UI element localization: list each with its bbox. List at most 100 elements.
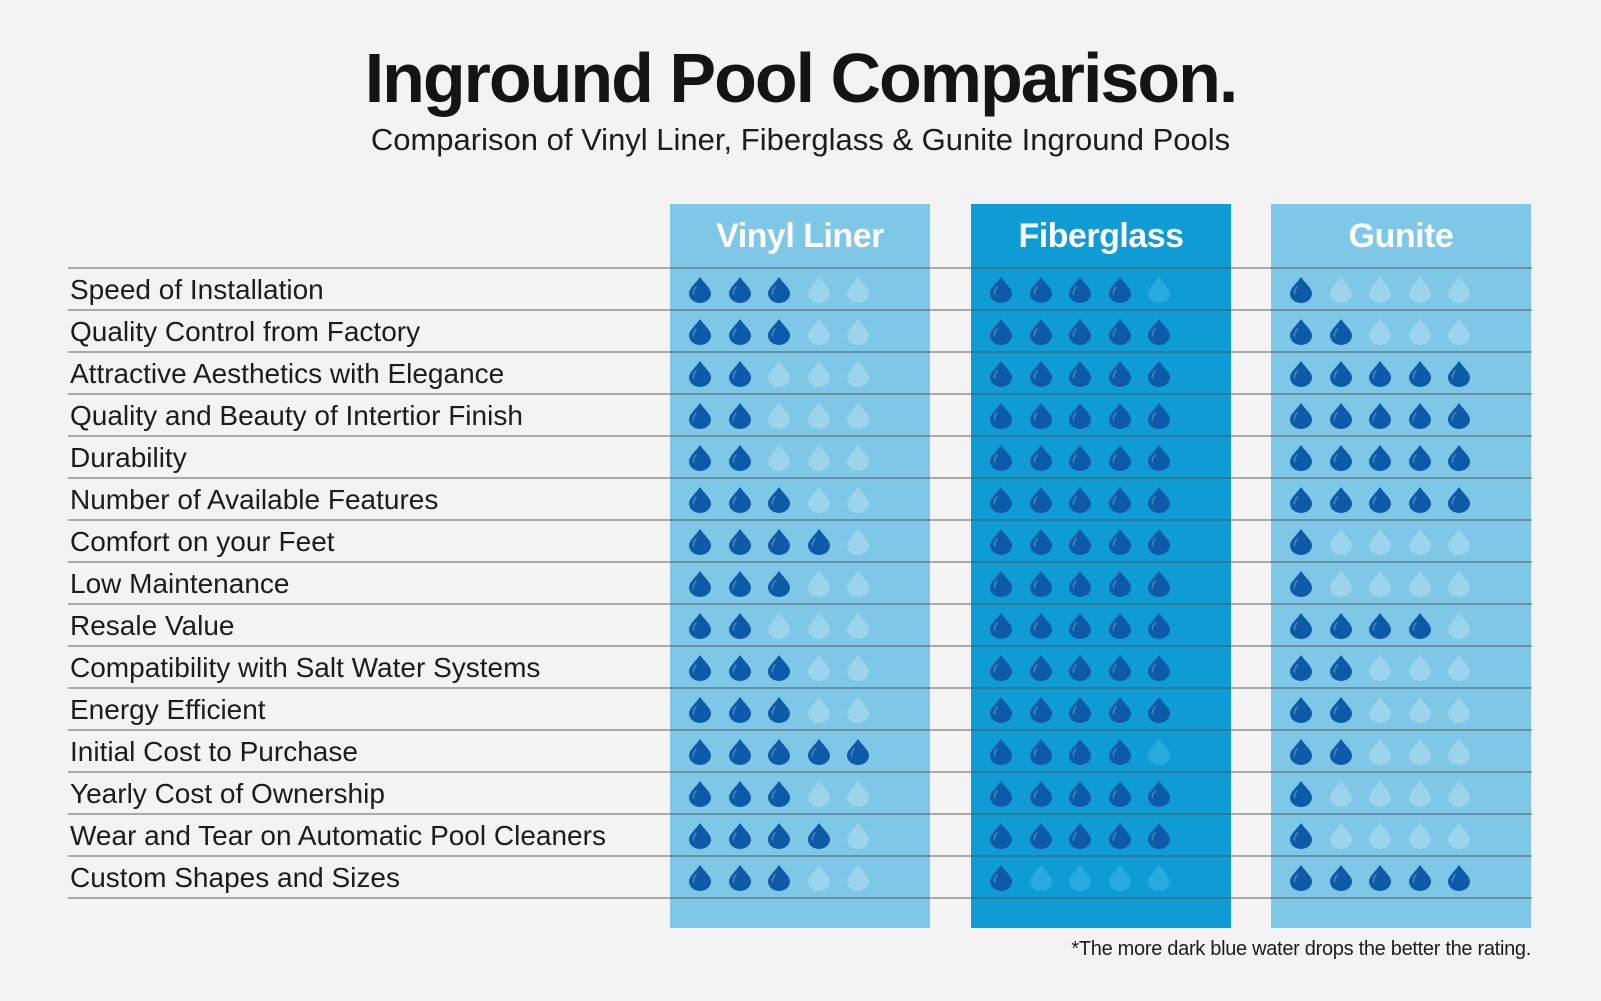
water-drop-empty-icon bbox=[807, 319, 830, 345]
water-drop-filled-icon bbox=[990, 739, 1012, 765]
water-drop-filled-icon bbox=[1329, 865, 1352, 891]
water-drop-filled-icon bbox=[807, 739, 830, 765]
row-label: Energy Efficient bbox=[70, 694, 266, 725]
water-drop-empty-icon bbox=[847, 865, 869, 891]
water-drop-filled-icon bbox=[1290, 865, 1312, 891]
water-drop-filled-icon bbox=[1290, 823, 1312, 849]
water-drop-filled-icon bbox=[1329, 361, 1352, 387]
row-divider bbox=[68, 855, 1532, 857]
water-drop-empty-icon bbox=[768, 403, 790, 429]
water-drop-empty-icon bbox=[1329, 571, 1352, 597]
water-drop-filled-icon bbox=[990, 781, 1012, 807]
water-drop-empty-icon bbox=[1408, 571, 1431, 597]
water-drop-filled-icon bbox=[1108, 655, 1131, 681]
row-label: Number of Available Features bbox=[70, 484, 439, 515]
water-drop-filled-icon bbox=[1369, 487, 1391, 513]
water-drop-empty-icon bbox=[1369, 655, 1391, 681]
water-drop-empty-icon bbox=[807, 361, 830, 387]
water-drop-filled-icon bbox=[1290, 529, 1312, 555]
water-drop-filled-icon bbox=[1290, 739, 1312, 765]
row-label: Durability bbox=[70, 442, 187, 473]
water-drop-filled-icon bbox=[689, 445, 711, 471]
water-drop-filled-icon bbox=[689, 739, 711, 765]
row-label: Compatibility with Salt Water Systems bbox=[70, 652, 541, 683]
water-drop-filled-icon bbox=[1148, 655, 1170, 681]
water-drop-empty-icon bbox=[807, 487, 830, 513]
water-drop-filled-icon bbox=[728, 445, 751, 471]
water-drop-filled-icon bbox=[1448, 865, 1470, 891]
water-drop-filled-icon bbox=[1029, 529, 1052, 555]
water-drop-filled-icon bbox=[1329, 319, 1352, 345]
water-drop-empty-icon bbox=[1408, 277, 1431, 303]
water-drop-filled-icon bbox=[1290, 487, 1312, 513]
water-drop-empty-icon bbox=[768, 445, 790, 471]
water-drop-empty-icon bbox=[807, 781, 830, 807]
water-drop-empty-icon bbox=[847, 529, 869, 555]
water-drop-empty-icon bbox=[1448, 571, 1470, 597]
water-drop-filled-icon bbox=[1290, 571, 1312, 597]
water-drop-filled-icon bbox=[689, 697, 711, 723]
water-drop-empty-icon bbox=[1369, 781, 1391, 807]
row-label: Attractive Aesthetics with Elegance bbox=[70, 358, 505, 389]
water-drop-empty-icon bbox=[1408, 529, 1431, 555]
row-divider bbox=[68, 561, 1532, 563]
water-drop-empty-icon bbox=[847, 613, 869, 639]
row-divider bbox=[68, 897, 1532, 899]
water-drop-filled-icon bbox=[1108, 697, 1131, 723]
water-drop-filled-icon bbox=[1069, 613, 1091, 639]
column-bg-gunite bbox=[1271, 204, 1531, 928]
water-drop-filled-icon bbox=[1329, 697, 1352, 723]
water-drop-filled-icon bbox=[1108, 613, 1131, 639]
water-drop-filled-icon bbox=[1408, 403, 1431, 429]
water-drop-empty-icon bbox=[1448, 697, 1470, 723]
row-divider bbox=[68, 267, 1532, 269]
column-header-vinyl-liner: Vinyl Liner bbox=[716, 217, 884, 255]
water-drop-empty-icon bbox=[847, 781, 869, 807]
water-drop-filled-icon bbox=[1329, 613, 1352, 639]
row-label: Resale Value bbox=[70, 610, 235, 641]
water-drop-empty-icon bbox=[768, 613, 790, 639]
water-drop-filled-icon bbox=[990, 865, 1012, 891]
water-drop-empty-icon bbox=[1148, 739, 1170, 765]
water-drop-filled-icon bbox=[1029, 361, 1052, 387]
water-drop-empty-icon bbox=[1369, 319, 1391, 345]
water-drop-empty-icon bbox=[847, 319, 869, 345]
water-drop-empty-icon bbox=[1369, 823, 1391, 849]
water-drop-filled-icon bbox=[990, 319, 1012, 345]
water-drop-empty-icon bbox=[1329, 781, 1352, 807]
water-drop-filled-icon bbox=[1069, 277, 1091, 303]
water-drop-filled-icon bbox=[768, 277, 790, 303]
water-drop-empty-icon bbox=[847, 571, 869, 597]
column-bg-fiberglass bbox=[971, 204, 1231, 928]
page-subtitle: Comparison of Vinyl Liner, Fiberglass & … bbox=[370, 122, 1231, 157]
water-drop-filled-icon bbox=[768, 697, 790, 723]
water-drop-filled-icon bbox=[990, 277, 1012, 303]
water-drop-empty-icon bbox=[1408, 823, 1431, 849]
water-drop-filled-icon bbox=[1448, 361, 1470, 387]
water-drop-filled-icon bbox=[1108, 529, 1131, 555]
column-header-gunite: Gunite bbox=[1348, 217, 1454, 255]
water-drop-empty-icon bbox=[1448, 529, 1470, 555]
water-drop-filled-icon bbox=[1408, 445, 1431, 471]
water-drop-filled-icon bbox=[1148, 697, 1170, 723]
water-drop-filled-icon bbox=[728, 361, 751, 387]
water-drop-filled-icon bbox=[1029, 445, 1052, 471]
water-drop-filled-icon bbox=[990, 697, 1012, 723]
water-drop-filled-icon bbox=[1069, 445, 1091, 471]
water-drop-empty-icon bbox=[807, 403, 830, 429]
water-drop-filled-icon bbox=[689, 865, 711, 891]
water-drop-filled-icon bbox=[1148, 445, 1170, 471]
water-drop-filled-icon bbox=[1029, 571, 1052, 597]
water-drop-filled-icon bbox=[1148, 781, 1170, 807]
water-drop-filled-icon bbox=[1408, 613, 1431, 639]
water-drop-filled-icon bbox=[1029, 781, 1052, 807]
water-drop-filled-icon bbox=[728, 823, 751, 849]
water-drop-filled-icon bbox=[1329, 403, 1352, 429]
water-drop-empty-icon bbox=[807, 277, 830, 303]
water-drop-filled-icon bbox=[1329, 445, 1352, 471]
water-drop-filled-icon bbox=[990, 445, 1012, 471]
column-header-fiberglass: Fiberglass bbox=[1018, 217, 1184, 255]
water-drop-filled-icon bbox=[1108, 361, 1131, 387]
water-drop-filled-icon bbox=[728, 403, 751, 429]
water-drop-filled-icon bbox=[1029, 739, 1052, 765]
